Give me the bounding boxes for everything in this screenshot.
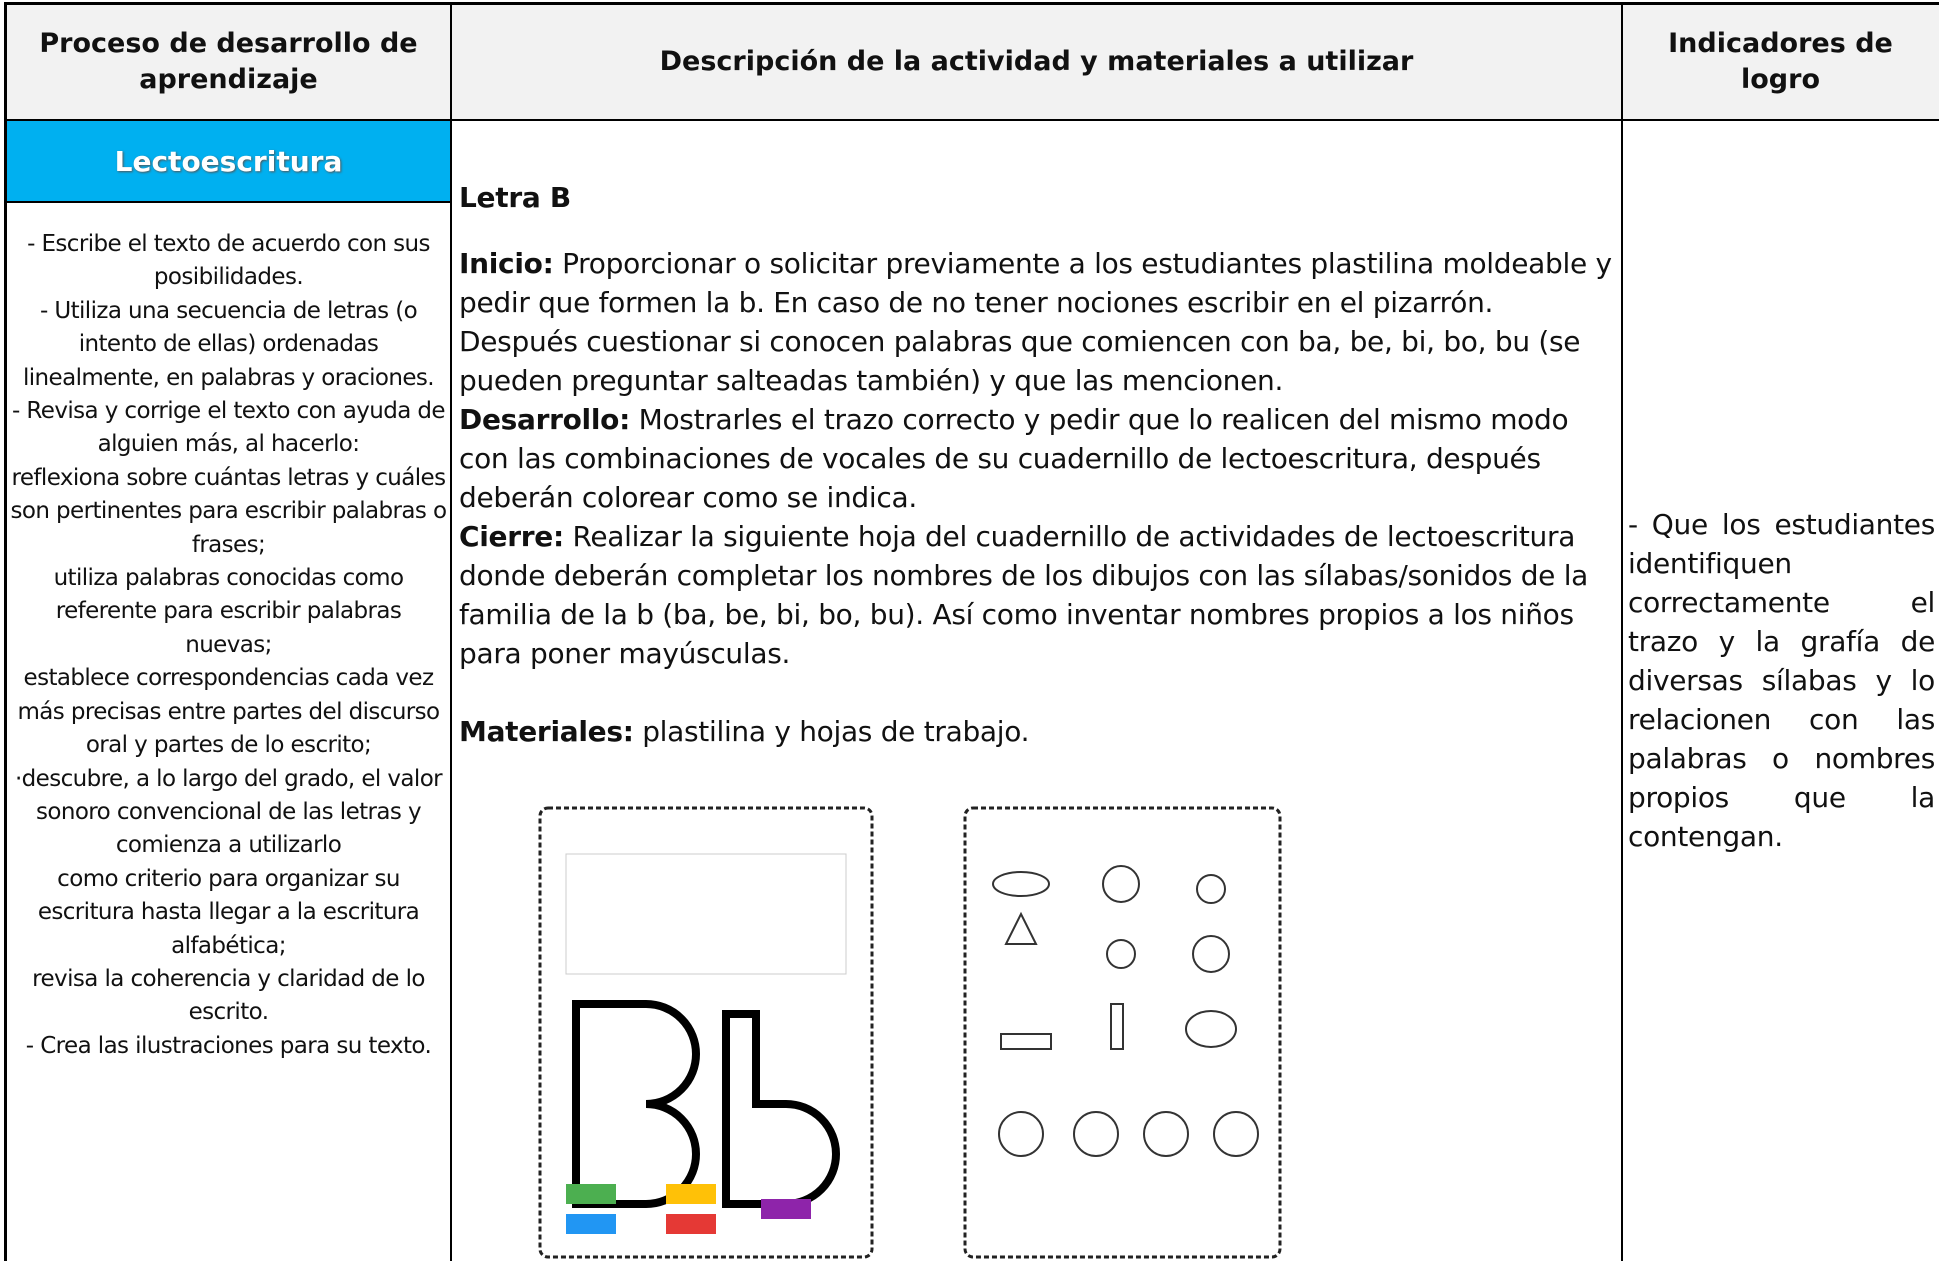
crayon (666, 1184, 716, 1204)
border (1621, 2, 1623, 1261)
list-item: revisa la coherencia y claridad de lo es… (32, 965, 425, 1026)
list-item: como criterio para organizar su escritur… (37, 865, 420, 959)
header-text: Proceso de desarrollo de aprendizaje (39, 28, 418, 95)
list-item: - Revisa y corrige el texto con ayuda de… (12, 398, 446, 458)
section: Desarrollo: Mostrarles el trazo correcto… (459, 400, 1614, 517)
border (450, 2, 452, 1261)
list-item: - Utiliza una secuencia de letras (o int… (22, 297, 435, 391)
section: Cierre: Realizar la siguiente hoja del c… (459, 517, 1614, 673)
header-text: Descripción de la actividad y materiales… (659, 46, 1414, 77)
header-text: Indicadores de logro (1668, 28, 1893, 95)
section-label: Inicio: (459, 247, 554, 280)
crayon (566, 1184, 616, 1204)
list-item: - Escribe el texto de acuerdo con sus po… (27, 231, 430, 291)
grid (565, 853, 847, 975)
list-item: ·descubre, a lo largo del grado, el valo… (14, 765, 443, 859)
crayon (566, 1214, 616, 1234)
section-title: Lectoescritura (6, 120, 451, 202)
border (4, 119, 1939, 121)
header-cell: Indicadores de logro (1622, 4, 1939, 120)
crayon (666, 1214, 716, 1234)
list-item: - Crea las ilustraciones para su texto. (25, 1032, 432, 1059)
header-cell: Descripción de la actividad y materiales… (451, 4, 1622, 120)
list-item: establece correspondencias cada vez más … (17, 665, 440, 759)
section-label: Cierre: (459, 520, 564, 553)
materials: Materiales: plastilina y hojas de trabaj… (459, 712, 1614, 751)
left-list: - Escribe el texto de acuerdo con sus po… (10, 228, 448, 1063)
indicator: - Que los estudiantes identifiquen corre… (1628, 508, 1935, 853)
section-text: Realizar la siguiente hoja del cuadernil… (459, 520, 1589, 670)
section-text: Proporcionar o solicitar previamente a l… (459, 247, 1612, 397)
border (4, 2, 7, 1261)
list-item: reflexiona sobre cuántas letras y cuáles… (10, 464, 448, 558)
crayon (761, 1199, 811, 1219)
activity-title: Letra B (459, 181, 571, 214)
border (4, 2, 1939, 5)
section: Inicio: Proporcionar o solicitar previam… (459, 244, 1614, 400)
worksheet-image (963, 806, 1282, 1259)
drawings (992, 865, 1259, 1157)
section-text: Mostrarles el trazo correcto y pedir que… (459, 403, 1569, 514)
worksheet-border (538, 806, 874, 1259)
activity: Letra B Inicio: Proporcionar o solicitar… (459, 178, 1614, 751)
section-label: Desarrollo: (459, 403, 630, 436)
header-cell: Proceso de desarrollo de aprendizaje (6, 4, 451, 120)
border (6, 201, 451, 203)
materials-label: Materiales: (459, 715, 634, 748)
list-item: utiliza palabras conocidas como referent… (53, 565, 404, 658)
sections: Inicio: Proporcionar o solicitar previam… (459, 244, 1614, 673)
worksheet-image (538, 806, 874, 1259)
materials-text: plastilina y hojas de trabajo. (642, 715, 1030, 748)
